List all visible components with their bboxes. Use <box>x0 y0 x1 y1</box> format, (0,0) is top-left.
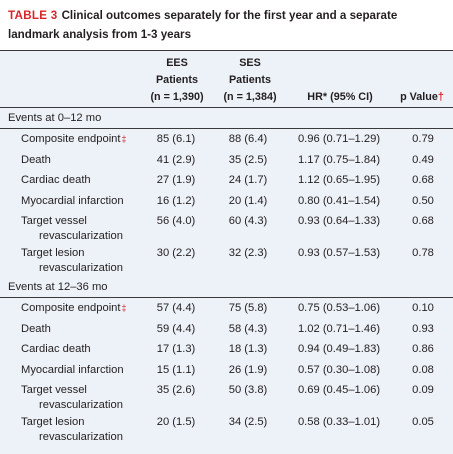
header-p-value: p Value† <box>400 91 444 103</box>
ses-value: 34 (2.5) <box>228 416 268 428</box>
ees-value: 16 (1.2) <box>156 194 196 207</box>
outcome-name: Cardiac death <box>21 174 91 186</box>
p-value: 0.08 <box>412 363 434 376</box>
hazard-ratio: 0.80 (0.41–1.54) <box>297 194 381 207</box>
ees-value: 35 (2.6) <box>156 384 196 396</box>
ses-value: 88 (6.4) <box>228 133 268 145</box>
table-label: TABLE 3 <box>8 9 58 22</box>
header-divider <box>0 107 453 108</box>
ses-value: 24 (1.7) <box>228 174 268 186</box>
outcome-name-continued: revascularization <box>39 230 123 242</box>
ses-value: 20 (1.4) <box>228 194 268 207</box>
outcome-name: Target lesion revascularization <box>21 246 141 276</box>
ees-value: 30 (2.2) <box>156 247 196 259</box>
hazard-ratio: 1.12 (0.65–1.95) <box>297 174 381 186</box>
ees-value: 41 (2.9) <box>156 153 196 166</box>
section-divider <box>0 297 453 298</box>
hazard-ratio: 0.94 (0.49–1.83) <box>297 343 381 355</box>
ees-value: 57 (4.4) <box>156 302 196 314</box>
hazard-ratio: 0.58 (0.33–1.01) <box>297 416 381 428</box>
section-heading: Events at 12–36 mo <box>8 281 108 293</box>
p-value: 0.86 <box>412 343 434 355</box>
ses-value: 50 (3.8) <box>228 384 268 396</box>
outcome-name: Cardiac death <box>21 343 91 355</box>
outcome-name: Death <box>21 322 51 335</box>
ees-value: 56 (4.0) <box>156 215 196 227</box>
ses-value: 35 (2.5) <box>228 153 268 166</box>
dagger-mark: † <box>437 91 444 103</box>
p-value: 0.10 <box>412 302 434 314</box>
outcome-name: Myocardial infarction <box>21 194 124 207</box>
p-value: 0.68 <box>412 174 434 186</box>
p-value: 0.93 <box>412 322 434 335</box>
p-value: 0.68 <box>412 215 434 227</box>
hazard-ratio: 1.02 (0.71–1.46) <box>297 322 381 335</box>
outcome-name: Target lesion revascularization <box>21 415 141 445</box>
p-value: 0.05 <box>412 416 434 428</box>
ses-value: 75 (5.8) <box>228 302 268 314</box>
header-ses: SES Patients (n = 1,384) <box>223 57 277 103</box>
hazard-ratio: 1.17 (0.75–1.84) <box>297 153 381 166</box>
outcome-name: Composite endpoint‡ <box>21 133 127 145</box>
ses-value: 58 (4.3) <box>228 322 268 335</box>
outcome-name: Target vessel revascularization <box>21 383 141 413</box>
double-dagger-mark: ‡ <box>121 303 127 313</box>
ses-value: 18 (1.3) <box>228 343 268 355</box>
hazard-ratio: 0.93 (0.57–1.53) <box>297 247 381 259</box>
outcome-name-continued: revascularization <box>39 399 123 411</box>
ses-value: 26 (1.9) <box>228 363 268 376</box>
outcome-name-continued: revascularization <box>39 262 123 274</box>
p-value: 0.79 <box>412 133 434 145</box>
hazard-ratio: 0.93 (0.64–1.33) <box>297 215 381 227</box>
outcome-name-continued: revascularization <box>39 431 123 443</box>
outcome-name: Composite endpoint‡ <box>21 302 127 314</box>
header-hr: HR* (95% CI) <box>307 91 373 103</box>
header-ees: EES Patients (n = 1,390) <box>150 57 204 103</box>
double-dagger-mark: ‡ <box>121 134 127 144</box>
outcome-name: Death <box>21 153 51 166</box>
hazard-ratio: 0.57 (0.30–1.08) <box>297 363 381 376</box>
outcomes-table: EES Patients (n = 1,390) SES Patients (n… <box>0 50 453 454</box>
ees-value: 27 (1.9) <box>156 174 196 186</box>
outcome-name: Myocardial infarction <box>21 363 124 376</box>
outcome-name: Target vessel revascularization <box>21 214 141 244</box>
hazard-ratio: 0.96 (0.71–1.29) <box>297 133 381 145</box>
ees-value: 85 (6.1) <box>156 133 196 145</box>
p-value: 0.50 <box>412 194 434 207</box>
table-title: Clinical outcomes separately for the fir… <box>8 9 398 41</box>
ses-value: 32 (2.3) <box>228 247 268 259</box>
table-caption: TABLE 3 Clinical outcomes separately for … <box>8 6 448 44</box>
ees-value: 20 (1.5) <box>156 416 196 428</box>
p-value: 0.09 <box>412 384 434 396</box>
ees-value: 17 (1.3) <box>156 343 196 355</box>
ees-value: 59 (4.4) <box>156 322 196 335</box>
p-value: 0.49 <box>412 153 434 166</box>
section-heading: Events at 0–12 mo <box>8 112 102 124</box>
hazard-ratio: 0.69 (0.45–1.06) <box>297 384 381 396</box>
ees-value: 15 (1.1) <box>156 363 196 376</box>
ses-value: 60 (4.3) <box>228 215 268 227</box>
section-divider <box>0 128 453 129</box>
hazard-ratio: 0.75 (0.53–1.06) <box>297 302 381 314</box>
p-value: 0.78 <box>412 247 434 259</box>
